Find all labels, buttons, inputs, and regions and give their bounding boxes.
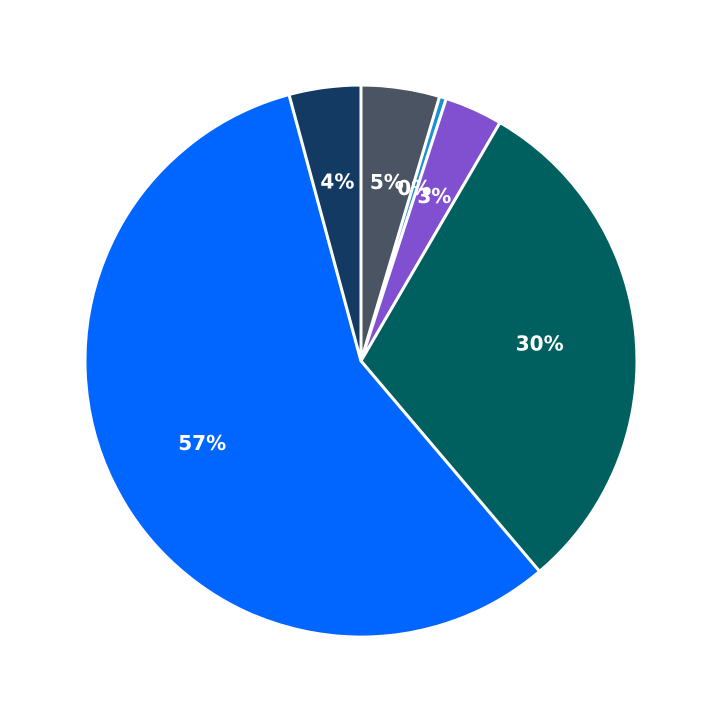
pie-slice [359,121,639,573]
data-label: 0% [397,176,431,200]
data-label: 4% [320,170,354,194]
pie-slice [83,93,542,639]
data-label: 5% [370,170,404,194]
data-label: 57% [178,431,226,455]
data-label: 30% [516,332,564,356]
data-label: 3% [417,184,451,208]
pie-slice [287,83,363,363]
